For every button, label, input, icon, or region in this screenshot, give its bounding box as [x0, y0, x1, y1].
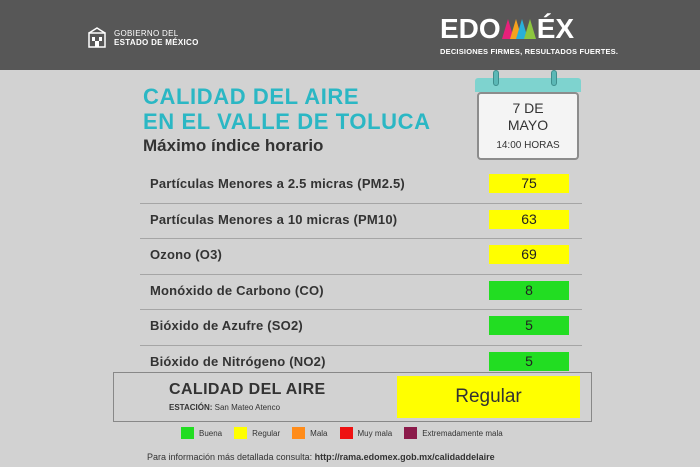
pollutant-label: Ozono (O3): [150, 247, 223, 262]
legend-label: Regular: [252, 428, 281, 438]
pollutant-label: Partículas Menores a 10 micras (PM10): [150, 211, 398, 227]
air-quality-badge: Regular: [397, 376, 580, 418]
pollutant-label: Bióxido de Azufre (SO2): [150, 318, 303, 333]
pollutant-list: Partículas Menores a 2.5 micras (PM2.5) …: [140, 168, 582, 381]
legend-item: Muy mala: [339, 427, 393, 439]
station-info: ESTACIÓN: San Mateo Atenco: [169, 403, 280, 412]
pollutant-label: Monóxido de Carbono (CO): [150, 282, 324, 298]
brand-tagline: DECISIONES FIRMES, RESULTADOS FUERTES.: [440, 47, 619, 56]
footer-link[interactable]: http://rama.edomex.gob.mx/calidaddelaire: [314, 452, 495, 462]
calendar-ring-icon: [551, 70, 557, 86]
legend-item: Regular: [234, 427, 280, 439]
calendar-month: MAYO: [507, 117, 549, 133]
calendar-body: 7 DE MAYO 14:00 HORAS: [477, 92, 579, 160]
pollutant-row: Monóxido de Carbono (CO) 8: [140, 275, 582, 310]
subtitle: Máximo índice horario: [143, 136, 324, 155]
pollutant-row: Bióxido de Nitrógeno (NO2) 5: [140, 346, 582, 382]
legend-swatch: [339, 427, 353, 439]
calendar-card: 7 DE MAYO 14:00 HORAS: [475, 70, 581, 162]
calendar-hour: 14:00 HORAS: [496, 140, 560, 151]
pollutant-value: 75: [489, 174, 569, 193]
state-seal-icon: [86, 27, 108, 49]
pollutant-row: Partículas Menores a 10 micras (PM10) 63: [140, 204, 582, 239]
summary-box: CALIDAD DEL AIRE ESTACIÓN: San Mateo Ate…: [113, 372, 592, 422]
calendar-ring-icon: [493, 70, 499, 86]
title-line2: EN EL VALLE DE TOLUCA: [143, 109, 431, 134]
pollutant-label: Bióxido de Nitrógeno (NO2): [150, 353, 326, 369]
pollutant-value: 5: [489, 316, 569, 335]
legend: Buena Regular Mala Muy mala Extremadamen…: [181, 427, 515, 439]
summary-title: CALIDAD DEL AIRE: [169, 381, 326, 398]
pollutant-value: 63: [489, 209, 569, 229]
footer-info: Para información más detallada consulta:…: [147, 452, 495, 462]
pollutant-label: Partículas Menores a 2.5 micras (PM2.5): [150, 176, 405, 191]
title-block: CALIDAD DEL AIRE EN EL VALLE DE TOLUCA M…: [143, 84, 431, 157]
legend-swatch: [181, 427, 194, 439]
legend-label: Extremadamente mala: [422, 428, 503, 438]
legend-item: Buena: [181, 427, 222, 439]
gov-line2: ESTADO DE MÉXICO: [114, 38, 199, 47]
station-name: San Mateo Atenco: [214, 403, 281, 412]
government-logo: GOBIERNO DEL ESTADO DE MÉXICO: [86, 27, 199, 49]
legend-swatch: [292, 427, 306, 439]
legend-item: Extremadamente mala: [404, 427, 503, 439]
legend-label: Mala: [310, 428, 328, 438]
brand-suffix: ÉX: [536, 13, 575, 44]
legend-swatch: [234, 427, 248, 439]
calendar-header: [475, 78, 581, 92]
pollutant-value: 69: [489, 245, 569, 264]
header-bar: GOBIERNO DEL ESTADO DE MÉXICO EDO ÉX DEC…: [0, 0, 700, 70]
title-line1: CALIDAD DEL AIRE: [143, 84, 360, 109]
pollutant-row: Partículas Menores a 2.5 micras (PM2.5) …: [140, 168, 582, 204]
pollutant-row: Ozono (O3) 69: [140, 239, 582, 275]
pollutant-value: 5: [489, 351, 569, 371]
legend-swatch: [404, 427, 418, 439]
station-label: ESTACIÓN:: [169, 403, 213, 412]
brand-m-ribbon-icon: [501, 19, 536, 39]
pollutant-row: Bióxido de Azufre (SO2) 5: [140, 310, 582, 346]
calendar-day: 7 DE: [512, 100, 544, 116]
legend-label: Buena: [199, 428, 223, 438]
gov-line1: GOBIERNO DEL: [114, 29, 179, 38]
footer-text: Para información más detallada consulta:: [147, 452, 313, 462]
legend-item: Mala: [292, 427, 328, 439]
brand-prefix: EDO: [440, 13, 501, 44]
legend-label: Muy mala: [357, 428, 393, 438]
edomex-logo: EDO ÉX DECISIONES FIRMES, RESULTADOS FUE…: [440, 13, 630, 57]
pollutant-value: 8: [489, 280, 569, 300]
